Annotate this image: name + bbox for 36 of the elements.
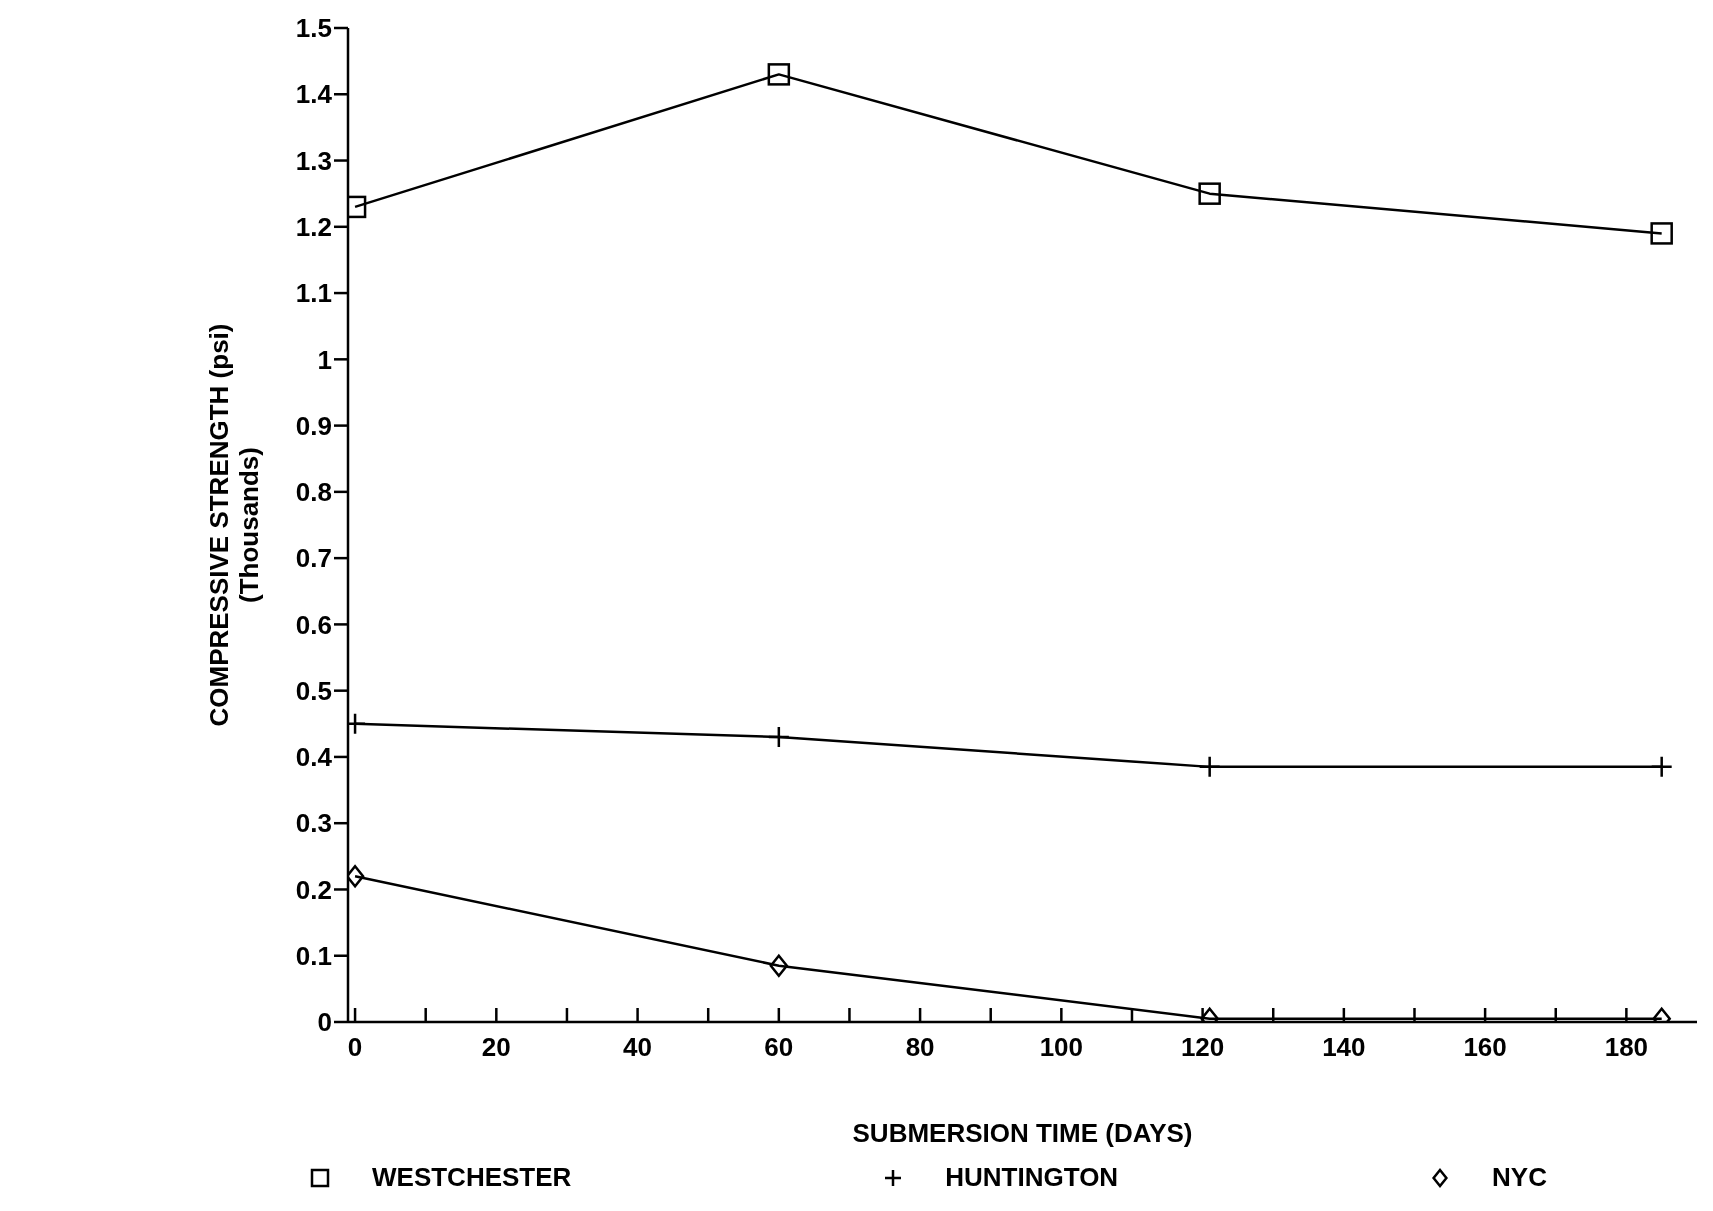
y-tick-label: 0.9 [295, 410, 332, 441]
point [767, 63, 791, 86]
y-axis-title: COMPRESSIVE STRENGTH (psi) (Thousands) [204, 323, 264, 727]
y-tick-label: 0.3 [295, 808, 332, 839]
x-tick-label: 140 [1322, 1032, 1366, 1063]
point [1650, 222, 1673, 245]
y-tick-label: 0.2 [295, 874, 332, 905]
x-tick-label: 60 [764, 1032, 794, 1063]
y-tick-label: 1.2 [295, 212, 332, 243]
x-tick-label: 80 [905, 1032, 935, 1063]
y-tick-label: 1.4 [295, 79, 333, 110]
legend-label: NYC [1492, 1162, 1547, 1193]
legend-label: HUNTINGTON [945, 1162, 1119, 1193]
x-tick-label: 160 [1463, 1032, 1507, 1063]
y-tick-label: 0.7 [295, 543, 332, 574]
y-tick-label: 1.5 [295, 13, 332, 44]
point [769, 954, 789, 977]
y-tick-label: 0.6 [295, 609, 332, 640]
x-tick-label: 100 [1039, 1032, 1084, 1063]
x-tick-label: 0 [347, 1032, 363, 1063]
x-tick-label: 20 [481, 1032, 511, 1063]
legend-label: WESTCHESTER [372, 1162, 572, 1193]
x-tick-label: 40 [623, 1032, 653, 1063]
y-tick-label: 0 [317, 1007, 332, 1038]
y-tick-label: 0.4 [295, 742, 333, 773]
y-tick-label: 1 [317, 344, 332, 375]
y-tick-label: 1.3 [295, 145, 332, 176]
x-axis-title: SUBMERSION TIME (DAYS) [852, 1118, 1193, 1148]
y-tick-label: 0.8 [295, 477, 332, 508]
x-tick-label: 180 [1604, 1032, 1649, 1063]
y-tick-label: 0.5 [295, 675, 332, 706]
x-tick-label: 120 [1180, 1032, 1225, 1063]
y-tick-label: 0.1 [295, 940, 332, 971]
y-tick-label: 1.1 [295, 278, 332, 309]
point [1198, 182, 1221, 205]
point [348, 864, 365, 888]
